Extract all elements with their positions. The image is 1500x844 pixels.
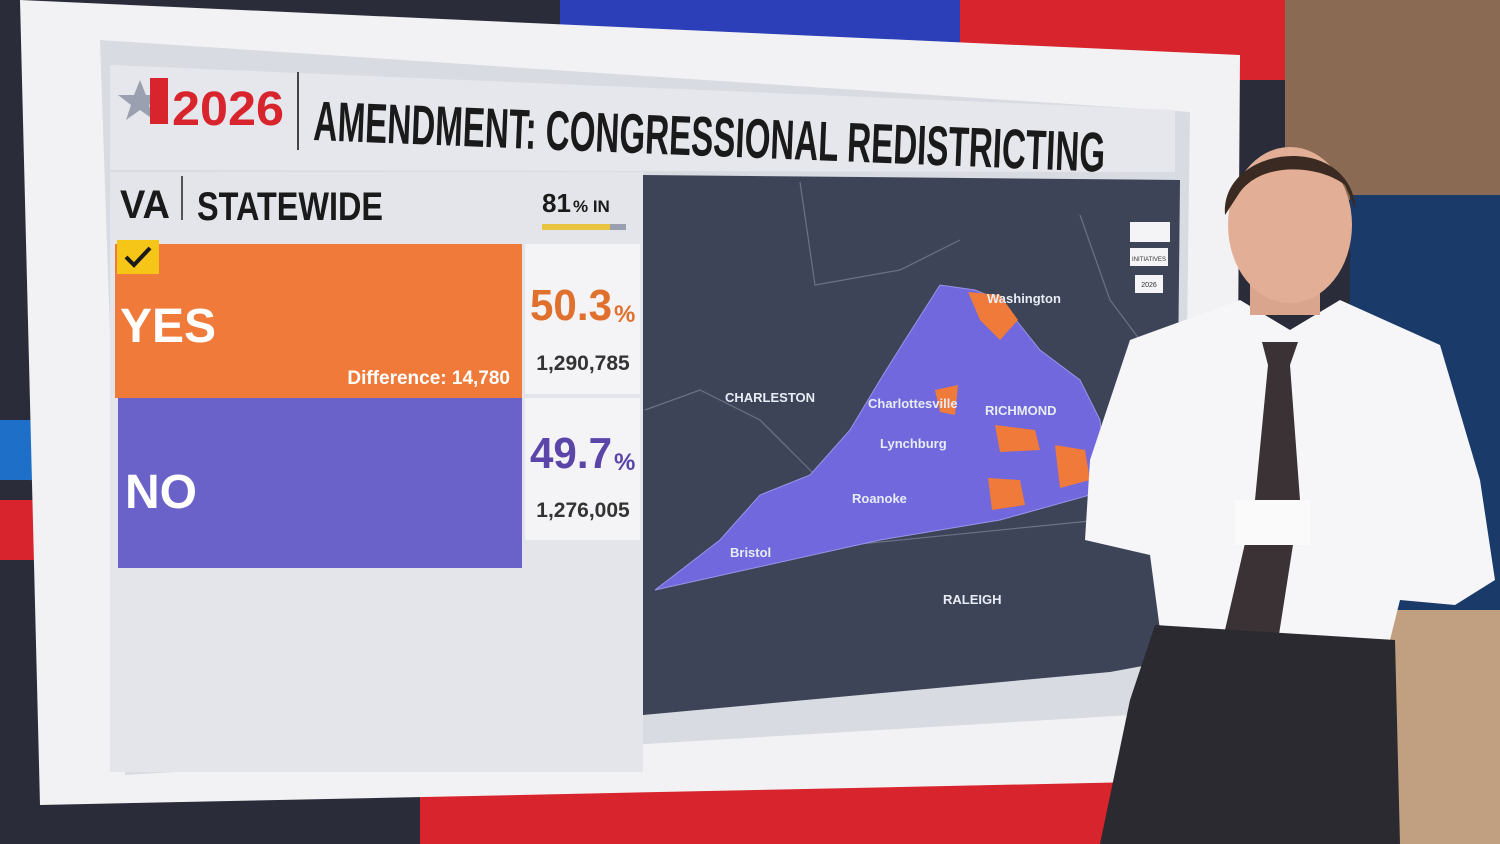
yes-cell [525, 244, 640, 394]
map-label: Lynchburg [880, 436, 947, 451]
reporting-label: % IN [573, 197, 610, 216]
state: VA [120, 183, 170, 227]
year: 2026 [172, 83, 284, 136]
presenter-notes [1235, 500, 1310, 545]
logo-stripe [150, 78, 168, 124]
sidebar-button[interactable] [1130, 248, 1168, 266]
presenter-pants [1100, 625, 1400, 844]
map-label: RICHMOND [985, 403, 1057, 418]
pct: 50.3 [530, 281, 612, 330]
pct: 49.7 [530, 429, 612, 478]
pct-unit: % [614, 449, 635, 476]
county-yes [968, 292, 1018, 340]
county-yes [935, 385, 958, 415]
presenter-hair [1224, 156, 1356, 215]
pct-unit: % [614, 301, 635, 328]
option-name: YES [120, 300, 216, 353]
no-cell [525, 398, 640, 540]
winner-check [117, 240, 159, 274]
sidebar-label: 2026 [1141, 282, 1157, 289]
county-yes [1055, 445, 1090, 488]
votes: 1,290,785 [536, 352, 630, 375]
header-bar [110, 65, 1175, 172]
borders [644, 181, 1141, 561]
sidebar-button[interactable] [1130, 222, 1170, 242]
reporting: 81 [542, 188, 571, 218]
logo-star [118, 80, 162, 120]
county-yes [988, 478, 1025, 510]
difference: Difference: 14,780 [347, 368, 510, 389]
reporting-bar [542, 224, 611, 230]
votes: 1,276,005 [536, 499, 630, 522]
county-yes [995, 425, 1040, 452]
map-label: Roanoke [852, 491, 907, 506]
option-name: NO [125, 466, 197, 519]
map-label: CHARLESTON [725, 390, 815, 405]
yes-block [115, 244, 522, 398]
checkmark [124, 246, 152, 268]
map-label: Washington [987, 291, 1061, 306]
map-label: Bristol [730, 545, 771, 560]
presenter-head [1228, 147, 1352, 303]
map-label: Charlottesville [868, 396, 958, 411]
floor [1380, 610, 1500, 844]
scope: STATEWIDE [197, 185, 383, 229]
no-block [118, 398, 522, 568]
sidebar-button[interactable] [1135, 275, 1163, 293]
map-label: RALEIGH [943, 592, 1002, 607]
sidebar-label: INITIATIVES [1132, 257, 1166, 263]
